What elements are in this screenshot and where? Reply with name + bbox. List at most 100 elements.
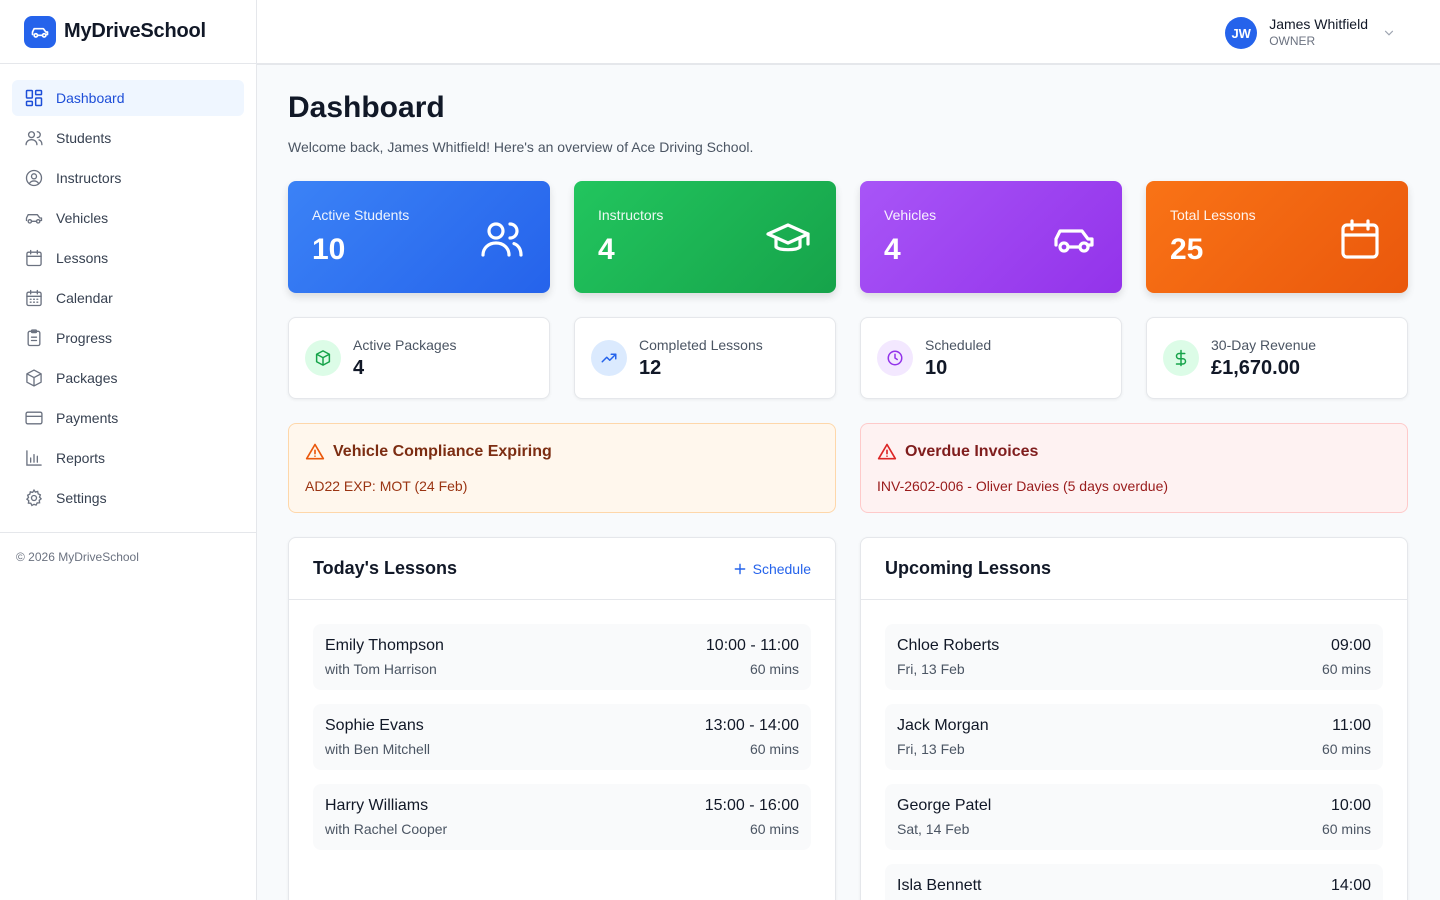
lesson-duration: 60 mins [749, 741, 799, 757]
user-info: James Whitfield OWNER [1269, 16, 1368, 50]
main-content: Dashboard Welcome back, James Whitfield!… [288, 66, 1408, 900]
dollar-icon [1163, 340, 1199, 376]
student-name: Sophie Evans [325, 717, 424, 734]
stat-card-active-students[interactable]: Active Students 10 [288, 181, 550, 293]
lesson-date: Fri, 13 Feb [897, 741, 965, 757]
top-header: JW James Whitfield OWNER [257, 0, 1440, 65]
todays-lessons-panel: Today's Lessons Schedule Emily Thompson w… [288, 537, 836, 900]
overdue-alert[interactable]: Overdue Invoices INV-2602-006 - Oliver D… [860, 423, 1408, 513]
sidebar-item-label: Payments [56, 410, 119, 426]
summary-card-completed-lessons[interactable]: Completed Lessons 12 [574, 317, 836, 399]
alert-text: AD22 EXP: MOT (24 Feb) [305, 478, 468, 494]
lesson-date: Sat, 14 Feb [897, 821, 970, 837]
schedule-label: Schedule [752, 560, 811, 577]
sidebar-nav: Dashboard Students Instructors Vehicles … [0, 64, 256, 536]
sidebar-item-packages[interactable]: Packages [12, 360, 244, 396]
page-title: Dashboard [288, 91, 445, 124]
list-item[interactable]: George Patel Sat, 14 Feb 10:00 60 mins [885, 784, 1383, 850]
sidebar-item-label: Instructors [56, 170, 122, 186]
list-item[interactable]: Harry Williams with Rachel Cooper 15:00 -… [313, 784, 811, 850]
summary-card-revenue[interactable]: 30-Day Revenue £1,670.00 [1146, 317, 1408, 399]
list-item[interactable]: Jack Morgan Fri, 13 Feb 11:00 60 mins [885, 704, 1383, 770]
student-name: Emily Thompson [325, 637, 444, 654]
summary-value: 10 [925, 356, 948, 379]
lesson-time: 10:00 [1330, 797, 1371, 814]
sidebar-item-label: Dashboard [56, 90, 125, 106]
student-name: Isla Bennett [897, 877, 982, 894]
list-item[interactable]: Isla Bennett 14:00 [885, 864, 1383, 900]
calendar-grid-icon [24, 288, 44, 308]
lesson-time: 11:00 [1332, 717, 1371, 734]
summary-value: £1,670.00 [1211, 356, 1300, 379]
chevron-down-icon[interactable] [1382, 26, 1396, 40]
sidebar-item-settings[interactable]: Settings [12, 480, 244, 516]
sidebar-item-label: Vehicles [56, 210, 109, 226]
sidebar-item-students[interactable]: Students [12, 120, 244, 156]
sidebar-item-label: Packages [56, 370, 118, 386]
car-icon [24, 208, 44, 228]
page-subtitle: Welcome back, James Whitfield! Here's an… [288, 139, 754, 155]
upcoming-lessons-panel: Upcoming Lessons Chloe Roberts Fri, 13 Fe… [860, 537, 1408, 900]
stat-value: 4 [598, 233, 615, 266]
lesson-time: 10:00 - 11:00 [705, 637, 799, 654]
lesson-duration: 60 mins [749, 661, 799, 677]
panel-title: Upcoming Lessons [885, 558, 1052, 578]
student-name: Chloe Roberts [897, 637, 1000, 654]
lesson-duration: 60 mins [1321, 741, 1371, 757]
user-menu[interactable]: JW James Whitfield OWNER [1225, 16, 1396, 50]
dashboard-icon [24, 88, 44, 108]
user-circle-icon [24, 168, 44, 188]
warning-icon [305, 443, 325, 460]
sidebar-item-reports[interactable]: Reports [12, 440, 244, 476]
sidebar-item-payments[interactable]: Payments [12, 400, 244, 436]
summary-card-active-packages[interactable]: Active Packages 4 [288, 317, 550, 399]
sidebar-item-vehicles[interactable]: Vehicles [12, 200, 244, 236]
stat-card-instructors[interactable]: Instructors 4 [574, 181, 836, 293]
summary-value: 12 [639, 356, 662, 379]
summary-card-scheduled[interactable]: Scheduled 10 [860, 317, 1122, 399]
sidebar-item-lessons[interactable]: Lessons [12, 240, 244, 276]
list-item[interactable]: Sophie Evans with Ben Mitchell 13:00 - 14… [313, 704, 811, 770]
student-name: George Patel [897, 797, 992, 814]
compliance-alert[interactable]: Vehicle Compliance Expiring AD22 EXP: MO… [288, 423, 836, 513]
sidebar: MyDriveSchool Dashboard Students Instruc… [0, 0, 257, 900]
instructor-name: with Ben Mitchell [325, 741, 431, 757]
users-icon [481, 222, 523, 257]
stat-card-total-lessons[interactable]: Total Lessons 25 [1146, 181, 1408, 293]
instructor-name: with Tom Harrison [325, 661, 437, 677]
student-name: Jack Morgan [897, 717, 989, 734]
user-name: James Whitfield [1269, 16, 1368, 32]
stat-label: Total Lessons [1170, 207, 1256, 223]
users-icon [24, 128, 44, 148]
warning-icon [877, 443, 897, 460]
sidebar-item-calendar[interactable]: Calendar [12, 280, 244, 316]
car-icon [31, 27, 49, 38]
summary-label: Completed Lessons [639, 336, 763, 353]
schedule-button[interactable]: Schedule [733, 561, 811, 577]
trending-up-icon [591, 340, 627, 376]
list-item[interactable]: Emily Thompson with Tom Harrison 10:00 - … [313, 624, 811, 690]
summary-label: Active Packages [353, 336, 457, 353]
student-name: Harry Williams [325, 797, 429, 814]
summary-cards: Active Packages 4 Completed Lessons 12 Sch… [288, 317, 1408, 399]
brand[interactable]: MyDriveSchool [0, 0, 256, 64]
sidebar-item-dashboard[interactable]: Dashboard [12, 80, 244, 116]
stat-value: 10 [312, 233, 346, 266]
sidebar-item-label: Reports [56, 450, 106, 466]
calendar-icon [24, 248, 44, 268]
sidebar-item-label: Calendar [56, 290, 113, 306]
lesson-time: 09:00 [1330, 637, 1371, 654]
alert-title: Overdue Invoices [905, 443, 1039, 460]
list-item[interactable]: Chloe Roberts Fri, 13 Feb 09:00 60 mins [885, 624, 1383, 690]
bar-chart-icon [24, 448, 44, 468]
lesson-time: 14:00 [1330, 877, 1371, 894]
stat-card-vehicles[interactable]: Vehicles 4 [860, 181, 1122, 293]
stat-label: Active Students [312, 207, 410, 223]
sidebar-item-progress[interactable]: Progress [12, 320, 244, 356]
sidebar-item-instructors[interactable]: Instructors [12, 160, 244, 196]
lesson-duration: 60 mins [749, 821, 799, 837]
sidebar-item-label: Settings [56, 490, 107, 506]
avatar: JW [1225, 17, 1258, 49]
clipboard-icon [24, 328, 44, 348]
clock-icon [877, 340, 913, 376]
